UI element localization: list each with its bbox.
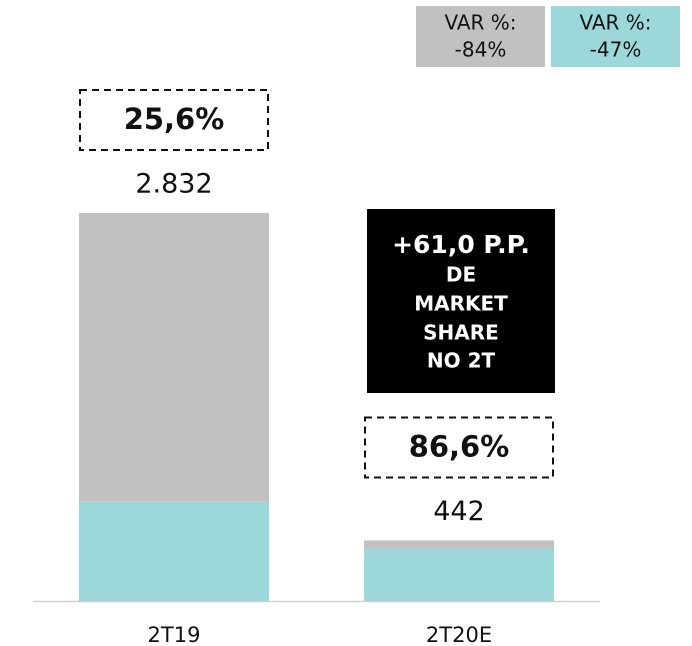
variation-title: VAR %: bbox=[444, 11, 516, 35]
variation-value: -84% bbox=[455, 38, 507, 62]
share-box bbox=[79, 89, 269, 152]
total-label: 2.832 bbox=[135, 169, 212, 200]
annotation-line: +61,0 P.P. bbox=[392, 230, 530, 259]
variation-value: -47% bbox=[590, 38, 642, 62]
variation-box bbox=[551, 6, 680, 67]
share-box bbox=[364, 416, 554, 479]
bar-segment bbox=[79, 213, 269, 502]
bar-segment bbox=[364, 548, 554, 601]
variation-box bbox=[416, 6, 545, 67]
bar-segment bbox=[364, 540, 554, 549]
bar-segment bbox=[79, 501, 269, 601]
share-label: 86,6% bbox=[409, 429, 510, 463]
total-label: 442 bbox=[433, 496, 485, 527]
annotation-line: SHARE bbox=[423, 321, 499, 345]
annotation-box bbox=[367, 209, 555, 393]
x-tick-label: 2T19 bbox=[148, 623, 201, 646]
annotation-line: DE bbox=[446, 263, 476, 287]
share-label: 25,6% bbox=[124, 102, 225, 136]
variation-title: VAR %: bbox=[579, 11, 651, 35]
annotation-line: MARKET bbox=[414, 292, 508, 316]
annotation-line: NO 2T bbox=[427, 349, 496, 373]
x-tick-label: 2T20E bbox=[426, 623, 492, 646]
